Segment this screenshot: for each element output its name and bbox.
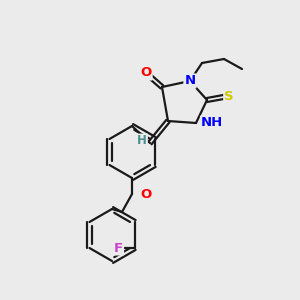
Text: H: H bbox=[137, 134, 147, 148]
Text: N: N bbox=[184, 74, 196, 88]
Text: S: S bbox=[224, 89, 234, 103]
Text: O: O bbox=[140, 67, 152, 80]
Text: F: F bbox=[114, 242, 123, 254]
Text: NH: NH bbox=[201, 116, 223, 130]
Text: O: O bbox=[140, 188, 151, 200]
